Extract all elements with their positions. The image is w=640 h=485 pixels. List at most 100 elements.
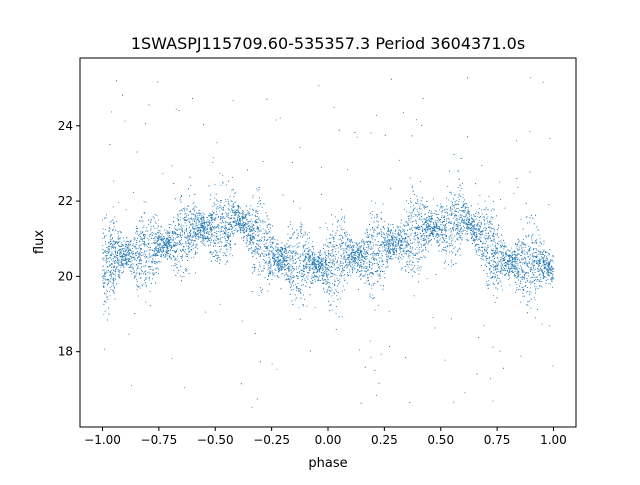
data-point: [198, 223, 200, 225]
data-point: [504, 207, 506, 209]
data-point: [135, 226, 137, 227]
data-point: [331, 237, 333, 239]
data-point: [461, 214, 463, 216]
data-point: [496, 252, 498, 253]
data-point: [443, 221, 445, 223]
data-point: [342, 253, 344, 255]
data-point: [450, 209, 452, 211]
data-point: [457, 218, 459, 220]
data-point: [415, 228, 417, 230]
data-point: [520, 251, 522, 253]
data-point: [327, 245, 329, 247]
data-point: [471, 235, 473, 237]
data-point: [285, 260, 286, 262]
data-point: [141, 216, 143, 218]
data-point: [104, 237, 105, 239]
data-point: [519, 277, 521, 279]
data-point: [462, 221, 464, 223]
data-point: [187, 238, 189, 240]
data-point: [409, 255, 411, 257]
data-point: [315, 272, 317, 274]
data-point: [250, 247, 252, 248]
data-point: [452, 208, 454, 210]
data-point: [416, 228, 418, 230]
data-point: [453, 221, 455, 223]
data-point: [166, 251, 168, 253]
data-point: [212, 240, 214, 242]
data-point: [337, 279, 339, 281]
data-point: [297, 275, 298, 277]
data-point: [312, 241, 314, 243]
data-point: [537, 259, 539, 261]
data-point: [251, 406, 253, 408]
data-point: [176, 259, 178, 261]
data-point: [347, 169, 349, 171]
data-point: [314, 256, 316, 258]
data-point: [464, 207, 466, 209]
data-point: [413, 267, 414, 269]
data-point: [267, 249, 269, 251]
data-point: [177, 255, 179, 257]
data-point: [103, 314, 105, 316]
data-point: [252, 197, 254, 199]
data-point: [311, 246, 313, 248]
data-point: [196, 206, 198, 208]
data-point: [494, 302, 496, 304]
data-point: [308, 257, 310, 259]
data-point: [443, 217, 445, 218]
data-point: [209, 220, 210, 222]
data-point: [307, 272, 309, 274]
data-point: [253, 229, 255, 231]
data-point: [482, 259, 484, 261]
data-point: [453, 222, 455, 224]
data-point: [221, 208, 222, 210]
data-point: [276, 263, 278, 265]
data-point: [197, 212, 199, 214]
data-point: [151, 262, 153, 264]
data-point: [417, 265, 419, 267]
data-point: [364, 253, 366, 255]
data-point: [117, 252, 119, 254]
data-point: [256, 234, 258, 236]
data-point: [162, 241, 164, 243]
data-point: [343, 266, 345, 268]
data-point: [437, 232, 439, 234]
data-point: [519, 262, 521, 264]
data-point: [372, 238, 374, 240]
data-point: [357, 249, 359, 251]
data-point: [118, 202, 120, 203]
data-point: [252, 252, 253, 254]
data-point: [278, 256, 280, 258]
data-point: [461, 238, 463, 240]
data-point: [343, 262, 344, 264]
data-point: [416, 195, 418, 197]
data-point: [248, 213, 250, 214]
data-point: [222, 174, 224, 176]
data-point: [208, 239, 210, 240]
data-point: [154, 249, 156, 251]
data-point: [481, 213, 483, 215]
data-point: [195, 246, 197, 248]
data-point: [179, 275, 181, 277]
data-point: [432, 230, 434, 232]
data-point: [161, 240, 163, 242]
data-point: [257, 248, 259, 250]
data-point: [333, 262, 335, 264]
data-point: [500, 265, 501, 267]
data-point: [206, 231, 208, 233]
data-point: [326, 227, 328, 229]
data-point: [330, 287, 332, 289]
data-point: [425, 213, 426, 215]
data-point: [407, 261, 409, 263]
data-point: [185, 225, 187, 227]
data-point: [401, 258, 403, 260]
data-point: [551, 279, 553, 281]
data-point: [333, 293, 335, 295]
data-point: [308, 264, 310, 265]
data-point: [125, 262, 126, 264]
data-point: [481, 232, 483, 234]
data-point: [389, 233, 391, 234]
data-point: [460, 227, 462, 229]
data-point: [463, 222, 464, 224]
data-point: [349, 247, 351, 249]
